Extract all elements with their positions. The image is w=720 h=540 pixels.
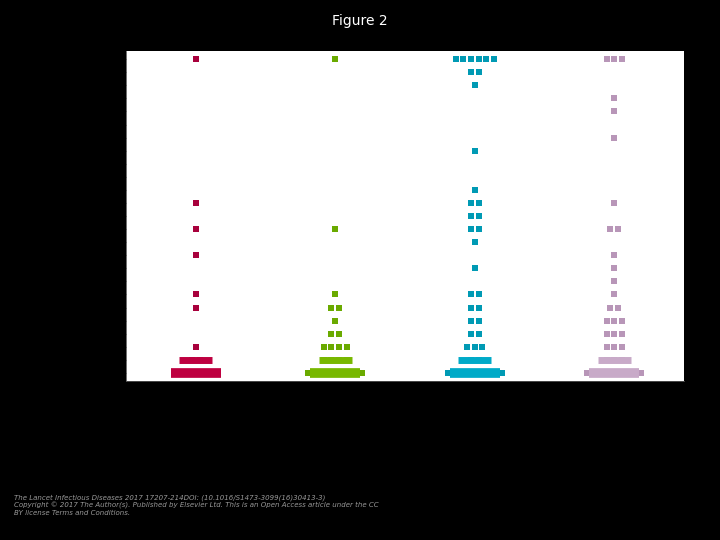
Text: Median diversity
within HCW: nasal
isolates 24 h
apart (n=33): Median diversity within HCW: nasal isola…	[160, 386, 232, 426]
Text: Figure 2: Figure 2	[332, 14, 388, 28]
Y-axis label: SNV differences between isolates: SNV differences between isolates	[55, 140, 64, 292]
Text: The Lancet Infectious Diseases 2017 17207-214DOI: (10.1016/S1473-3099(16)30413-3: The Lancet Infectious Diseases 2017 1720…	[14, 494, 379, 516]
Text: Maximum diversity
within HCW: nasal
isolates, whole
study (n=89): Maximum diversity within HCW: nasal isol…	[576, 386, 653, 426]
Text: Median diversity
within HCW:
multiple body sites
at one time (n=73): Median diversity within HCW: multiple bo…	[436, 386, 513, 426]
Text: Median diversity
within HCW: nasal
isolates 1 month
apart (n=80): Median diversity within HCW: nasal isola…	[300, 386, 372, 426]
